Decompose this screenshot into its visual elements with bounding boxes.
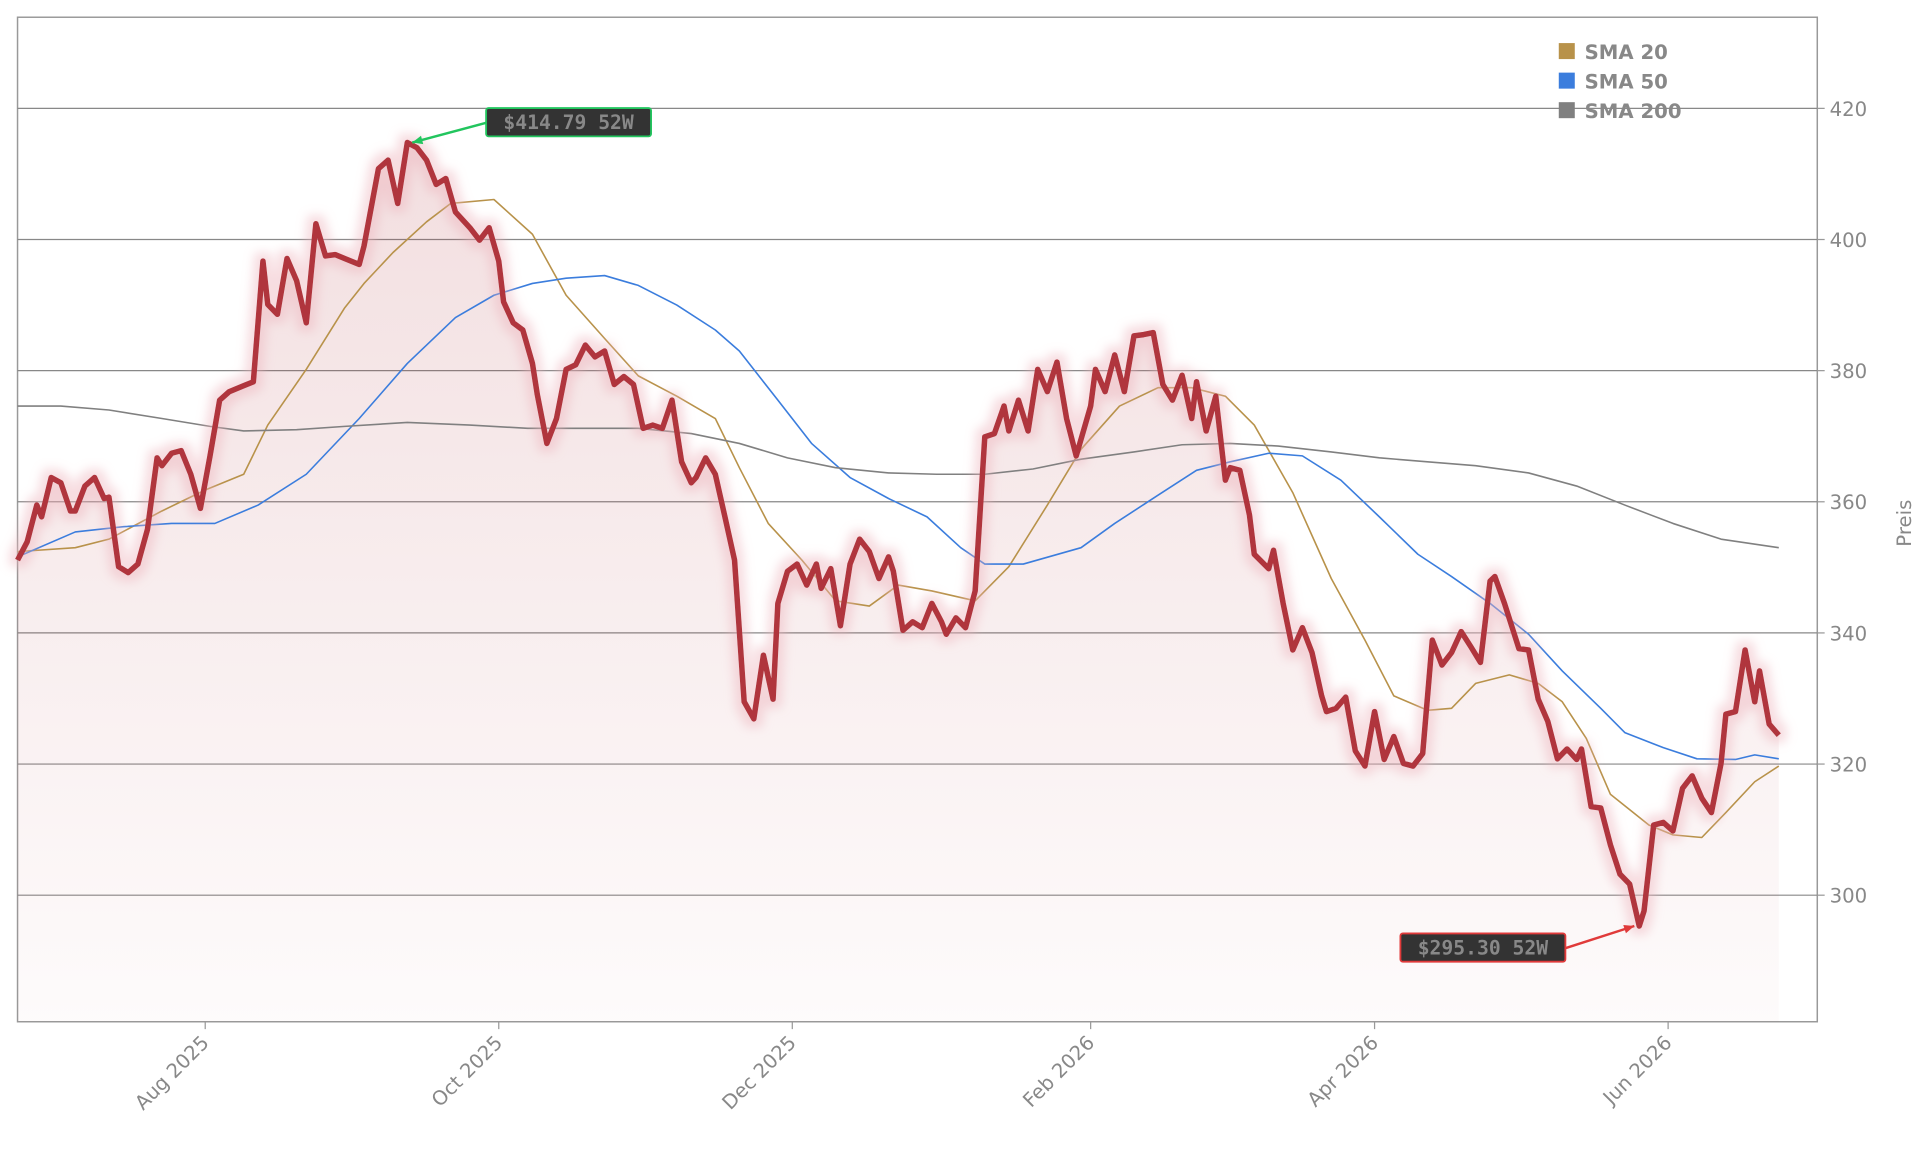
annotation: $295.30 52W — [1399, 924, 1635, 963]
legend-swatch — [1558, 72, 1575, 89]
x-tick-label: Dec 2025 — [718, 1031, 801, 1114]
legend-swatch — [1558, 43, 1575, 60]
y-tick-label: 340 — [1830, 622, 1868, 645]
annotation-text: $414.79 52W — [503, 111, 634, 134]
y-tick-label: 360 — [1830, 491, 1868, 514]
annotation-text: $295.30 52W — [1418, 936, 1549, 959]
x-tick-label: Feb 2026 — [1018, 1031, 1099, 1112]
y-tick-label: 400 — [1830, 229, 1868, 252]
y-tick-label: 380 — [1830, 360, 1868, 383]
sma-line — [17, 274, 1779, 761]
y-tick-label: 320 — [1830, 753, 1868, 776]
sma-line — [17, 405, 1779, 549]
price-line — [15, 139, 1781, 929]
annotation-arrow — [411, 121, 487, 144]
annotation-arrowhead — [1623, 925, 1635, 934]
annotation: $414.79 52W — [411, 107, 652, 145]
annotation-box — [485, 107, 652, 138]
legend-label: SMA 200 — [1585, 100, 1682, 123]
annotation-arrow — [1564, 924, 1635, 950]
y-tick-label: 300 — [1830, 885, 1868, 908]
legend-label: SMA 20 — [1585, 41, 1668, 64]
x-tick-label: Apr 2026 — [1303, 1031, 1383, 1111]
y-tick-label: 420 — [1830, 98, 1868, 121]
y-axis-label: Preis — [1893, 500, 1916, 547]
legend-label: SMA 50 — [1585, 71, 1668, 94]
annotation-arrowhead — [412, 135, 424, 145]
x-tick-label: Oct 2025 — [427, 1031, 507, 1111]
x-tick-label: Aug 2025 — [130, 1031, 213, 1114]
x-tick-label: Jun 2026 — [1597, 1031, 1676, 1110]
legend-swatch — [1558, 102, 1575, 119]
sma-line — [17, 198, 1780, 839]
price-area — [17, 142, 1779, 1022]
